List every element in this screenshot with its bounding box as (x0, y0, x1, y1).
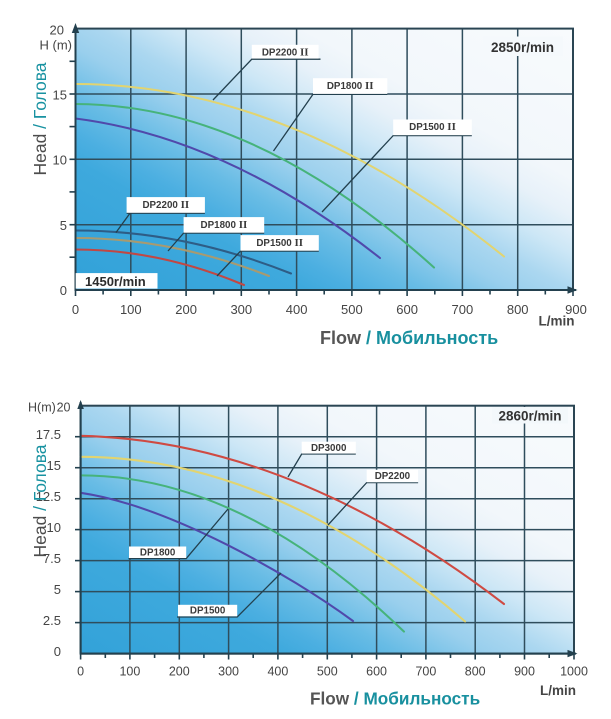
svg-text:17.5: 17.5 (36, 427, 61, 442)
svg-text:200: 200 (169, 665, 190, 679)
svg-text:Head / Голова: Head / Голова (30, 62, 50, 175)
svg-text:2.5: 2.5 (43, 613, 61, 628)
svg-text:100: 100 (120, 302, 142, 317)
svg-text:2850r/min: 2850r/min (491, 40, 554, 55)
svg-text:7.5: 7.5 (43, 551, 61, 566)
svg-text:800: 800 (465, 665, 486, 679)
svg-text:L/min: L/min (539, 314, 575, 329)
svg-text:20: 20 (57, 401, 71, 415)
svg-text:Flow / Мобильность: Flow / Мобильность (310, 689, 480, 709)
svg-text:DP1800: DP1800 (140, 547, 176, 558)
svg-text:DP3000: DP3000 (311, 443, 347, 454)
svg-text:400: 400 (286, 302, 308, 317)
svg-text:600: 600 (396, 302, 418, 317)
svg-text:900: 900 (514, 665, 535, 679)
svg-text:0: 0 (72, 302, 79, 317)
svg-text:0: 0 (77, 665, 84, 679)
svg-text:10: 10 (53, 153, 67, 168)
svg-text:Flow / Мобильность: Flow / Мобильность (320, 328, 498, 348)
svg-text:400: 400 (267, 665, 288, 679)
svg-text:DP2200: DP2200 (375, 471, 411, 482)
svg-text:300: 300 (218, 665, 239, 679)
svg-text:600: 600 (366, 665, 387, 679)
svg-text:10: 10 (47, 520, 61, 535)
svg-text:DP2200 II: DP2200 II (262, 46, 309, 58)
svg-text:300: 300 (230, 302, 252, 317)
svg-text:0: 0 (54, 644, 61, 659)
svg-text:1000: 1000 (560, 665, 588, 679)
svg-text:DP1500: DP1500 (190, 606, 226, 617)
svg-text:100: 100 (119, 665, 140, 679)
svg-text:H (m): H (m) (40, 38, 73, 53)
svg-text:12.5: 12.5 (36, 489, 61, 504)
svg-text:700: 700 (415, 665, 436, 679)
svg-text:700: 700 (452, 302, 474, 317)
svg-text:DP1800 II: DP1800 II (201, 219, 248, 231)
svg-text:500: 500 (341, 302, 363, 317)
svg-text:H(m): H(m) (28, 401, 56, 415)
svg-text:5: 5 (54, 582, 61, 597)
svg-text:15: 15 (47, 458, 61, 473)
svg-text:1450r/min: 1450r/min (85, 274, 146, 289)
svg-text:800: 800 (507, 302, 529, 317)
svg-text:900: 900 (565, 302, 587, 317)
svg-text:DP1500 II: DP1500 II (409, 121, 456, 133)
svg-text:500: 500 (317, 665, 338, 679)
svg-text:L/min: L/min (540, 683, 576, 698)
svg-text:DP2200 II: DP2200 II (142, 199, 189, 211)
svg-text:5: 5 (60, 218, 67, 233)
svg-text:200: 200 (175, 302, 197, 317)
svg-text:0: 0 (60, 283, 67, 298)
svg-text:DP1800 II: DP1800 II (327, 80, 374, 92)
svg-text:DP1500 II: DP1500 II (256, 237, 303, 249)
svg-text:Head / Голова: Head / Голова (30, 444, 50, 557)
svg-text:20: 20 (50, 23, 64, 38)
svg-text:15: 15 (53, 88, 67, 103)
svg-text:2860r/min: 2860r/min (499, 409, 562, 424)
